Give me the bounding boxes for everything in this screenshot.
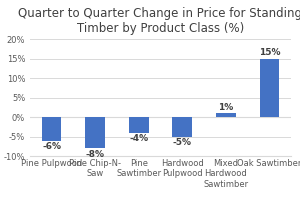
Bar	[216, 113, 236, 117]
Text: 1%: 1%	[218, 103, 233, 112]
Text: -6%: -6%	[42, 142, 61, 151]
Title: Quarter to Quarter Change in Price for Standing
Timber by Product Class (%): Quarter to Quarter Change in Price for S…	[19, 7, 300, 35]
Bar	[260, 59, 279, 117]
Bar	[172, 117, 192, 137]
Text: -4%: -4%	[129, 134, 148, 143]
Bar	[129, 117, 148, 133]
Bar	[85, 117, 105, 148]
Text: 15%: 15%	[259, 48, 280, 58]
Text: -8%: -8%	[86, 150, 105, 159]
Bar	[42, 117, 62, 141]
Text: -5%: -5%	[173, 138, 192, 147]
